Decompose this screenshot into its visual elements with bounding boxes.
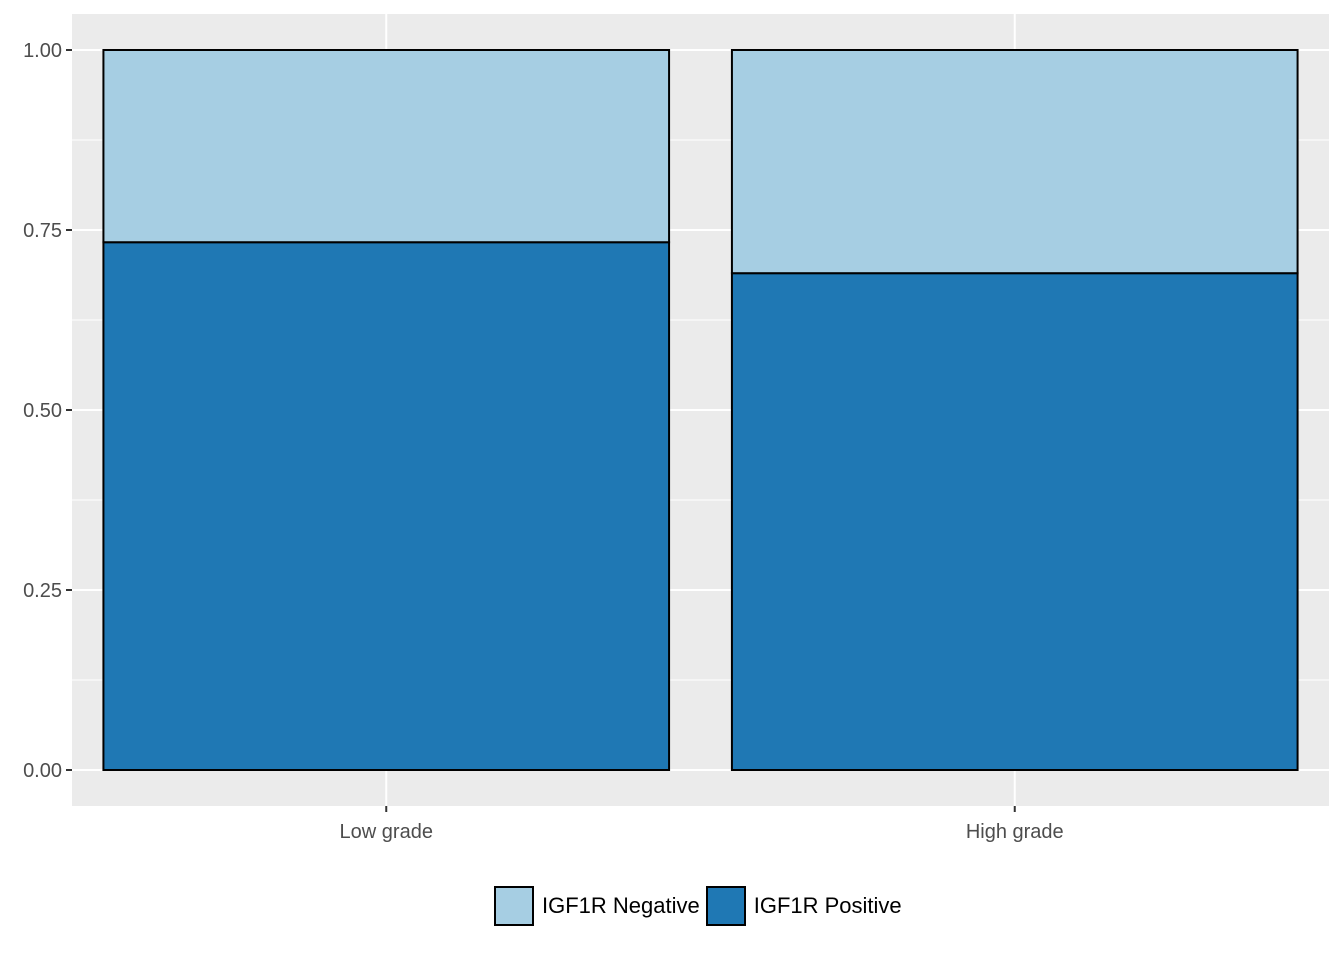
- bar-segment: [730, 272, 1299, 771]
- y-tick-label: 0.50: [23, 400, 62, 422]
- y-tick-label: 0.25: [23, 580, 62, 602]
- bar-segment: [730, 49, 1299, 275]
- legend-item-negative: IGF1R Negative: [494, 886, 700, 926]
- y-tick-label: 1.00: [23, 40, 62, 62]
- legend-label-negative: IGF1R Negative: [542, 893, 700, 918]
- bar-segment: [102, 49, 671, 244]
- legend-swatch-negative: [494, 886, 534, 926]
- x-tick-label: Low grade: [340, 821, 433, 843]
- y-tick-label: 0.00: [23, 760, 62, 782]
- x-axis: Low grade High grade: [340, 806, 1064, 843]
- y-axis: 0.00 0.25 0.50 0.75 1.00: [23, 40, 72, 782]
- legend-swatch-positive: [705, 886, 746, 926]
- legend-label-positive: IGF1R Positive: [753, 893, 902, 918]
- x-tick-label: High grade: [966, 821, 1064, 843]
- bars: [102, 49, 1299, 772]
- legend-item-positive: IGF1R Positive: [705, 886, 902, 926]
- y-tick-label: 0.75: [23, 220, 62, 242]
- legend: IGF1R Negative IGF1R Positive: [494, 886, 908, 926]
- bar-segment: [102, 241, 671, 772]
